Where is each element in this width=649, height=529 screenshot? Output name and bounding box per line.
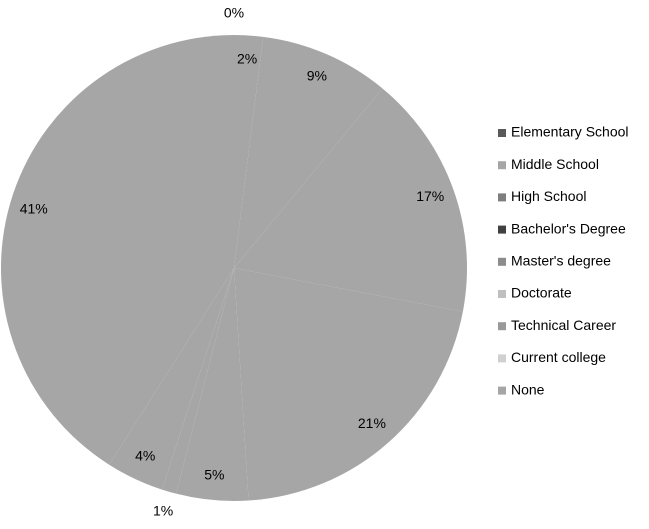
- legend-label: Bachelor's Degree: [511, 220, 626, 236]
- data-label: 2%: [237, 51, 257, 67]
- legend-label: Middle School: [511, 156, 599, 172]
- data-label: 41%: [20, 201, 48, 217]
- data-label: 5%: [204, 466, 224, 482]
- pie-slice: [1, 35, 234, 465]
- data-label: 4%: [135, 447, 155, 463]
- legend-label: Master's degree: [511, 253, 611, 269]
- pie-slice: [234, 88, 467, 312]
- legend-swatch: [498, 354, 506, 363]
- data-label: 0%: [224, 5, 244, 21]
- legend-swatch: [498, 386, 506, 395]
- legend-swatch: [498, 290, 506, 298]
- legend-label: Current college: [511, 349, 606, 365]
- pie-slice: [109, 268, 234, 490]
- data-label: 17%: [416, 188, 444, 204]
- legend-swatch: [498, 322, 506, 331]
- pie-slice: [176, 268, 249, 501]
- data-label: 9%: [307, 67, 327, 83]
- legend-swatch: [498, 161, 506, 170]
- legend-label: Doctorate: [511, 285, 572, 301]
- data-label: 21%: [358, 415, 386, 431]
- legend-swatch: [498, 225, 506, 234]
- legend-swatch: [498, 257, 506, 266]
- legend-label: Technical Career: [511, 317, 616, 333]
- legend-label: High School: [511, 188, 587, 204]
- data-label: 1%: [153, 503, 173, 519]
- pie-slice: [234, 36, 383, 268]
- legend-label: Elementary School: [511, 124, 629, 140]
- legend-swatch: [498, 129, 506, 137]
- pie-slice: [234, 268, 463, 501]
- legend-label: None: [511, 381, 545, 397]
- pie-slice: [234, 35, 264, 268]
- legend-swatch: [498, 193, 506, 202]
- pie-slice: [161, 268, 234, 494]
